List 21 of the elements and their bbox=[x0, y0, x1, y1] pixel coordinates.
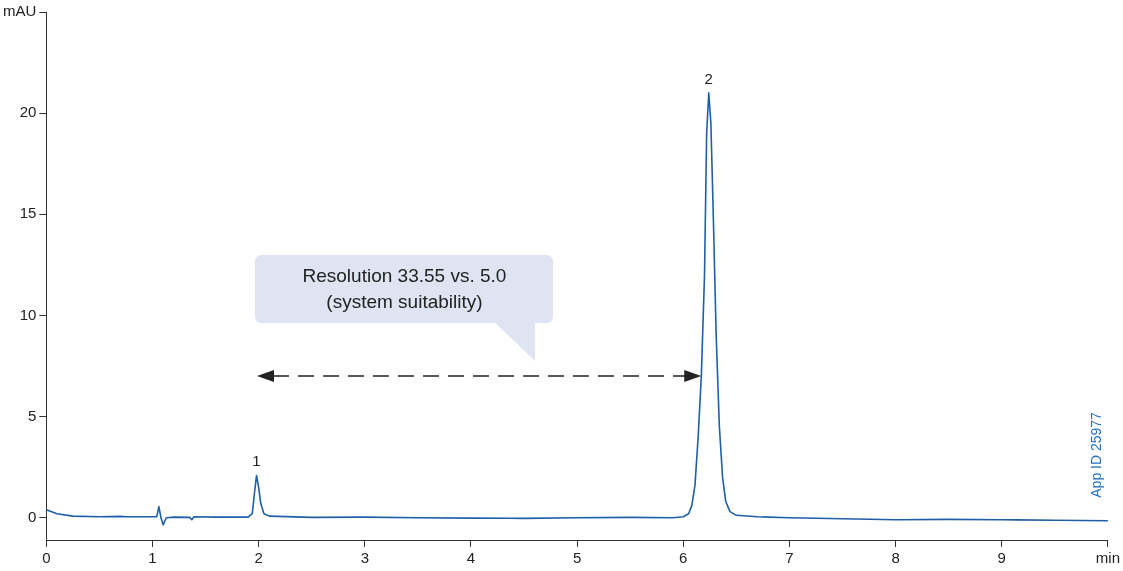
x-tick-label: min bbox=[1095, 549, 1120, 567]
y-tick-label: 0 bbox=[27, 507, 37, 525]
x-tick-label: 1 bbox=[148, 549, 157, 567]
x-tick-label: 5 bbox=[572, 549, 582, 567]
x-tick-label: 2 bbox=[254, 549, 263, 567]
annotation: Resolution 33.55 vs. 5.0 (system suitability) bbox=[255, 254, 554, 323]
x-tick-label: 3 bbox=[360, 549, 369, 567]
annotation: App ID 25977 bbox=[1087, 411, 1104, 498]
x-tick-label: 8 bbox=[891, 549, 900, 567]
annotation: 2 bbox=[704, 69, 713, 87]
annotation: 1 bbox=[252, 452, 261, 470]
x-tick-label: 9 bbox=[997, 549, 1006, 567]
y-tick-label: 10 bbox=[19, 305, 37, 323]
x-tick-label: 4 bbox=[466, 549, 476, 567]
y-tick-label: 20 bbox=[19, 103, 37, 121]
y-tick-label: mAU bbox=[2, 2, 37, 20]
y-tick-label: 15 bbox=[19, 204, 37, 222]
y-tick-label: 5 bbox=[27, 406, 37, 424]
x-tick-label: 7 bbox=[785, 549, 794, 567]
x-tick-label: 0 bbox=[42, 549, 51, 567]
x-tick-label: 6 bbox=[679, 549, 688, 567]
